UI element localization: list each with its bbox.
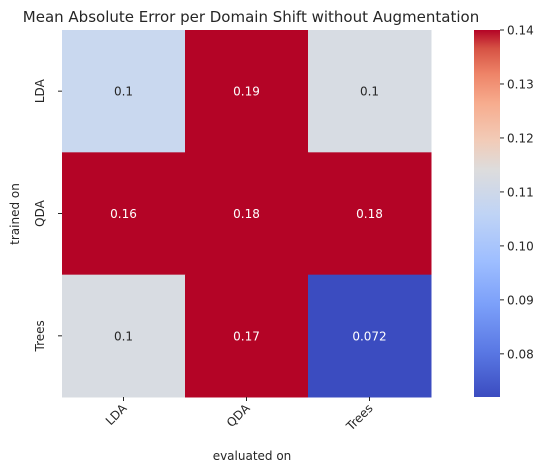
cell-value-label: 0.17 bbox=[233, 329, 260, 343]
cell-value-label: 0.18 bbox=[356, 207, 383, 221]
heatmap-cell-qda-qda bbox=[185, 152, 309, 276]
colorbar-tick-label: 0.11 bbox=[507, 185, 534, 199]
heatmap-cell-trees-trees bbox=[308, 274, 432, 398]
heatmap-cell-qda-lda bbox=[62, 152, 186, 276]
cell-value-label: 0.16 bbox=[110, 207, 137, 221]
cell-value-label: 0.18 bbox=[233, 207, 260, 221]
colorbar-tick-label: 0.14 bbox=[507, 24, 534, 38]
y-tick-label-trees: Trees bbox=[33, 320, 47, 352]
cell-value-label: 0.1 bbox=[114, 329, 133, 343]
colorbar-tick-label: 0.08 bbox=[507, 347, 534, 361]
heatmap-cells bbox=[62, 30, 432, 398]
colorbar bbox=[474, 30, 500, 397]
x-axis-ticks: LDA QDA Trees bbox=[103, 396, 376, 434]
x-tick-label-trees: Trees bbox=[343, 401, 376, 434]
x-axis-label: evaluated on bbox=[213, 449, 292, 463]
x-tick-label-qda: QDA bbox=[224, 401, 253, 430]
colorbar-tick-label: 0.12 bbox=[507, 131, 534, 145]
y-axis-label: trained on bbox=[8, 183, 22, 245]
y-tick-label-lda: LDA bbox=[33, 78, 47, 103]
cell-value-label: 0.1 bbox=[114, 85, 133, 99]
heatmap-cell-lda-trees bbox=[308, 30, 432, 153]
heatmap-cell-trees-qda bbox=[185, 274, 309, 398]
y-tick-label-qda: QDA bbox=[33, 199, 47, 226]
colorbar-tick-label: 0.09 bbox=[507, 293, 534, 307]
cell-value-label: 0.1 bbox=[360, 85, 379, 99]
heatmap-cell-trees-lda bbox=[62, 274, 186, 398]
x-tick-label-lda: LDA bbox=[103, 401, 130, 428]
colorbar-tick-label: 0.10 bbox=[507, 239, 534, 253]
heatmap-cell-labels: 0.1 0.19 0.1 0.16 0.18 0.18 0.1 0.17 0.072 bbox=[110, 85, 387, 344]
cell-value-label: 0.19 bbox=[233, 85, 260, 99]
y-axis-ticks: LDA QDA Trees bbox=[33, 78, 62, 352]
colorbar-ticks: 0.08 0.09 0.10 0.11 0.12 0.13 0.14 bbox=[500, 24, 534, 361]
colorbar-tick-label: 0.13 bbox=[507, 77, 534, 91]
cell-value-label: 0.072 bbox=[352, 329, 386, 343]
heatmap-cell-qda-trees bbox=[308, 152, 432, 276]
heatmap-cell-lda-lda bbox=[62, 30, 186, 153]
heatmap-cell-lda-qda bbox=[185, 30, 309, 153]
chart-title: Mean Absolute Error per Domain Shift wit… bbox=[23, 8, 479, 26]
